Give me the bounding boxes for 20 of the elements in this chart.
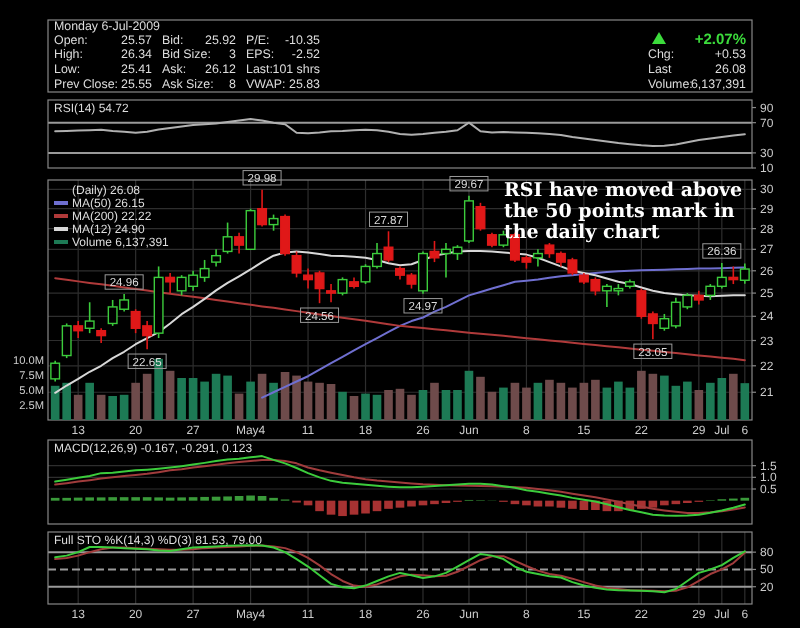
line-series — [54, 277, 746, 362]
candlestick — [463, 194, 474, 244]
candlestick — [257, 188, 268, 228]
candlestick — [429, 240, 440, 263]
candlestick — [280, 213, 291, 257]
candlestick — [291, 250, 302, 279]
candlestick — [165, 272, 176, 294]
candlestick — [417, 250, 428, 295]
annotation: RSI have moved above the 50 points mark in the daily chart — [504, 180, 743, 244]
candlestick — [739, 262, 750, 285]
candlestick — [245, 207, 256, 251]
candlestick — [222, 221, 233, 255]
line-series — [54, 118, 746, 148]
candlestick — [61, 322, 72, 359]
candlestick — [84, 301, 95, 334]
candlestick — [475, 202, 486, 232]
candlestick — [234, 231, 245, 255]
candlestick — [50, 359, 61, 383]
candlestick — [326, 283, 337, 304]
candlestick — [383, 230, 394, 263]
